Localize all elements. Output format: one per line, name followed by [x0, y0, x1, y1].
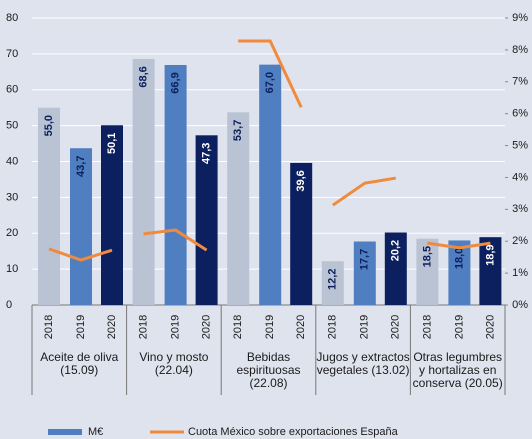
y-tick-label: 80	[6, 12, 18, 24]
x-tick-label: 2019	[359, 315, 371, 339]
group-label: Jugos y extractos	[316, 350, 409, 364]
y2-tick-label: 2%	[512, 235, 528, 247]
group-label: Otras legumbres	[413, 350, 502, 364]
group-label: (15.09)	[60, 363, 98, 377]
bar	[101, 125, 123, 305]
group-label: vegetales (13.02)	[317, 363, 410, 377]
line-segment	[427, 241, 491, 250]
data-label: 18,5	[421, 246, 433, 267]
data-label: 12,2	[327, 269, 339, 290]
data-label: 50,1	[106, 133, 118, 154]
x-tick-label: 2019	[75, 315, 87, 339]
bar	[290, 162, 313, 305]
line-segment	[238, 39, 303, 108]
data-label: 39,6	[295, 170, 307, 191]
data-label: 53,7	[232, 120, 244, 141]
x-tick-label: 2018	[138, 315, 150, 339]
y-tick-label: 40	[6, 155, 18, 167]
y2-tick-label: 1%	[512, 267, 528, 279]
x-tick-label: 2020	[106, 315, 118, 339]
bar	[227, 112, 250, 305]
line-segment	[48, 247, 113, 262]
group-label: Aceite de oliva	[40, 350, 118, 364]
group-label: espirituosas	[236, 363, 300, 377]
x-tick-label: 2019	[264, 315, 276, 339]
y2-tick-label: 7%	[512, 76, 528, 88]
bar	[353, 241, 376, 305]
y2-tick-label: 9%	[512, 12, 528, 24]
x-tick-label: 2020	[295, 315, 307, 339]
bar	[132, 58, 155, 306]
data-label: 66,9	[170, 72, 182, 93]
bar	[38, 107, 60, 305]
y2-tick-label: 4%	[512, 171, 528, 183]
bar	[479, 237, 502, 305]
data-label: 18,0	[453, 248, 465, 269]
y2-tick-label: 8%	[512, 44, 528, 56]
x-tick-label: 2020	[201, 315, 213, 339]
y-tick-label: 0	[6, 299, 12, 311]
x-tick-label: 2020	[484, 315, 496, 339]
group-label: conserva (20.05)	[413, 376, 503, 390]
bar	[321, 261, 344, 305]
bar	[384, 232, 407, 305]
bar	[416, 238, 439, 305]
group-label: y hortalizas en	[419, 363, 496, 377]
bar	[448, 240, 471, 305]
group-label: (22.08)	[249, 376, 287, 390]
x-tick-label: 2019	[453, 315, 465, 339]
x-tick-label: 2019	[170, 315, 182, 339]
x-tick-label: 2018	[232, 315, 244, 339]
y-tick-label: 50	[6, 120, 18, 132]
data-label: 17,7	[359, 249, 371, 270]
y-tick-label: 10	[6, 263, 18, 275]
data-label: 18,9	[484, 244, 496, 265]
y2-tick-label: 6%	[512, 108, 528, 120]
y2-tick-label: 3%	[512, 203, 528, 215]
x-tick-label: 2020	[390, 315, 402, 339]
legend-label: M€	[88, 426, 103, 438]
bar	[164, 64, 187, 305]
legend-label: Cuota México sobre exportaciones España	[188, 426, 399, 438]
bar	[259, 64, 282, 305]
y-tick-label: 70	[6, 48, 18, 60]
group-label: Vino y mosto	[139, 350, 208, 364]
y2-tick-label: 0%	[512, 299, 528, 311]
y-tick-label: 20	[6, 227, 18, 239]
line-segment	[143, 228, 208, 252]
bar	[70, 148, 92, 305]
data-label: 55,0	[43, 115, 55, 136]
data-label: 20,2	[390, 240, 402, 261]
bar	[195, 135, 218, 305]
y-tick-label: 30	[6, 191, 18, 203]
group-label: Bebidas	[247, 350, 290, 364]
group-label: (22.04)	[155, 363, 193, 377]
x-tick-label: 2018	[43, 315, 55, 339]
data-label: 67,0	[264, 72, 276, 93]
data-label: 47,3	[201, 143, 213, 164]
data-label: 43,7	[75, 156, 87, 177]
data-label: 68,6	[138, 66, 150, 87]
x-tick-label: 2018	[421, 315, 433, 339]
x-tick-label: 2018	[327, 315, 339, 339]
y-tick-label: 60	[6, 84, 18, 96]
y2-tick-label: 5%	[512, 139, 528, 151]
line-segment	[331, 176, 397, 207]
legend-swatch	[48, 429, 82, 435]
